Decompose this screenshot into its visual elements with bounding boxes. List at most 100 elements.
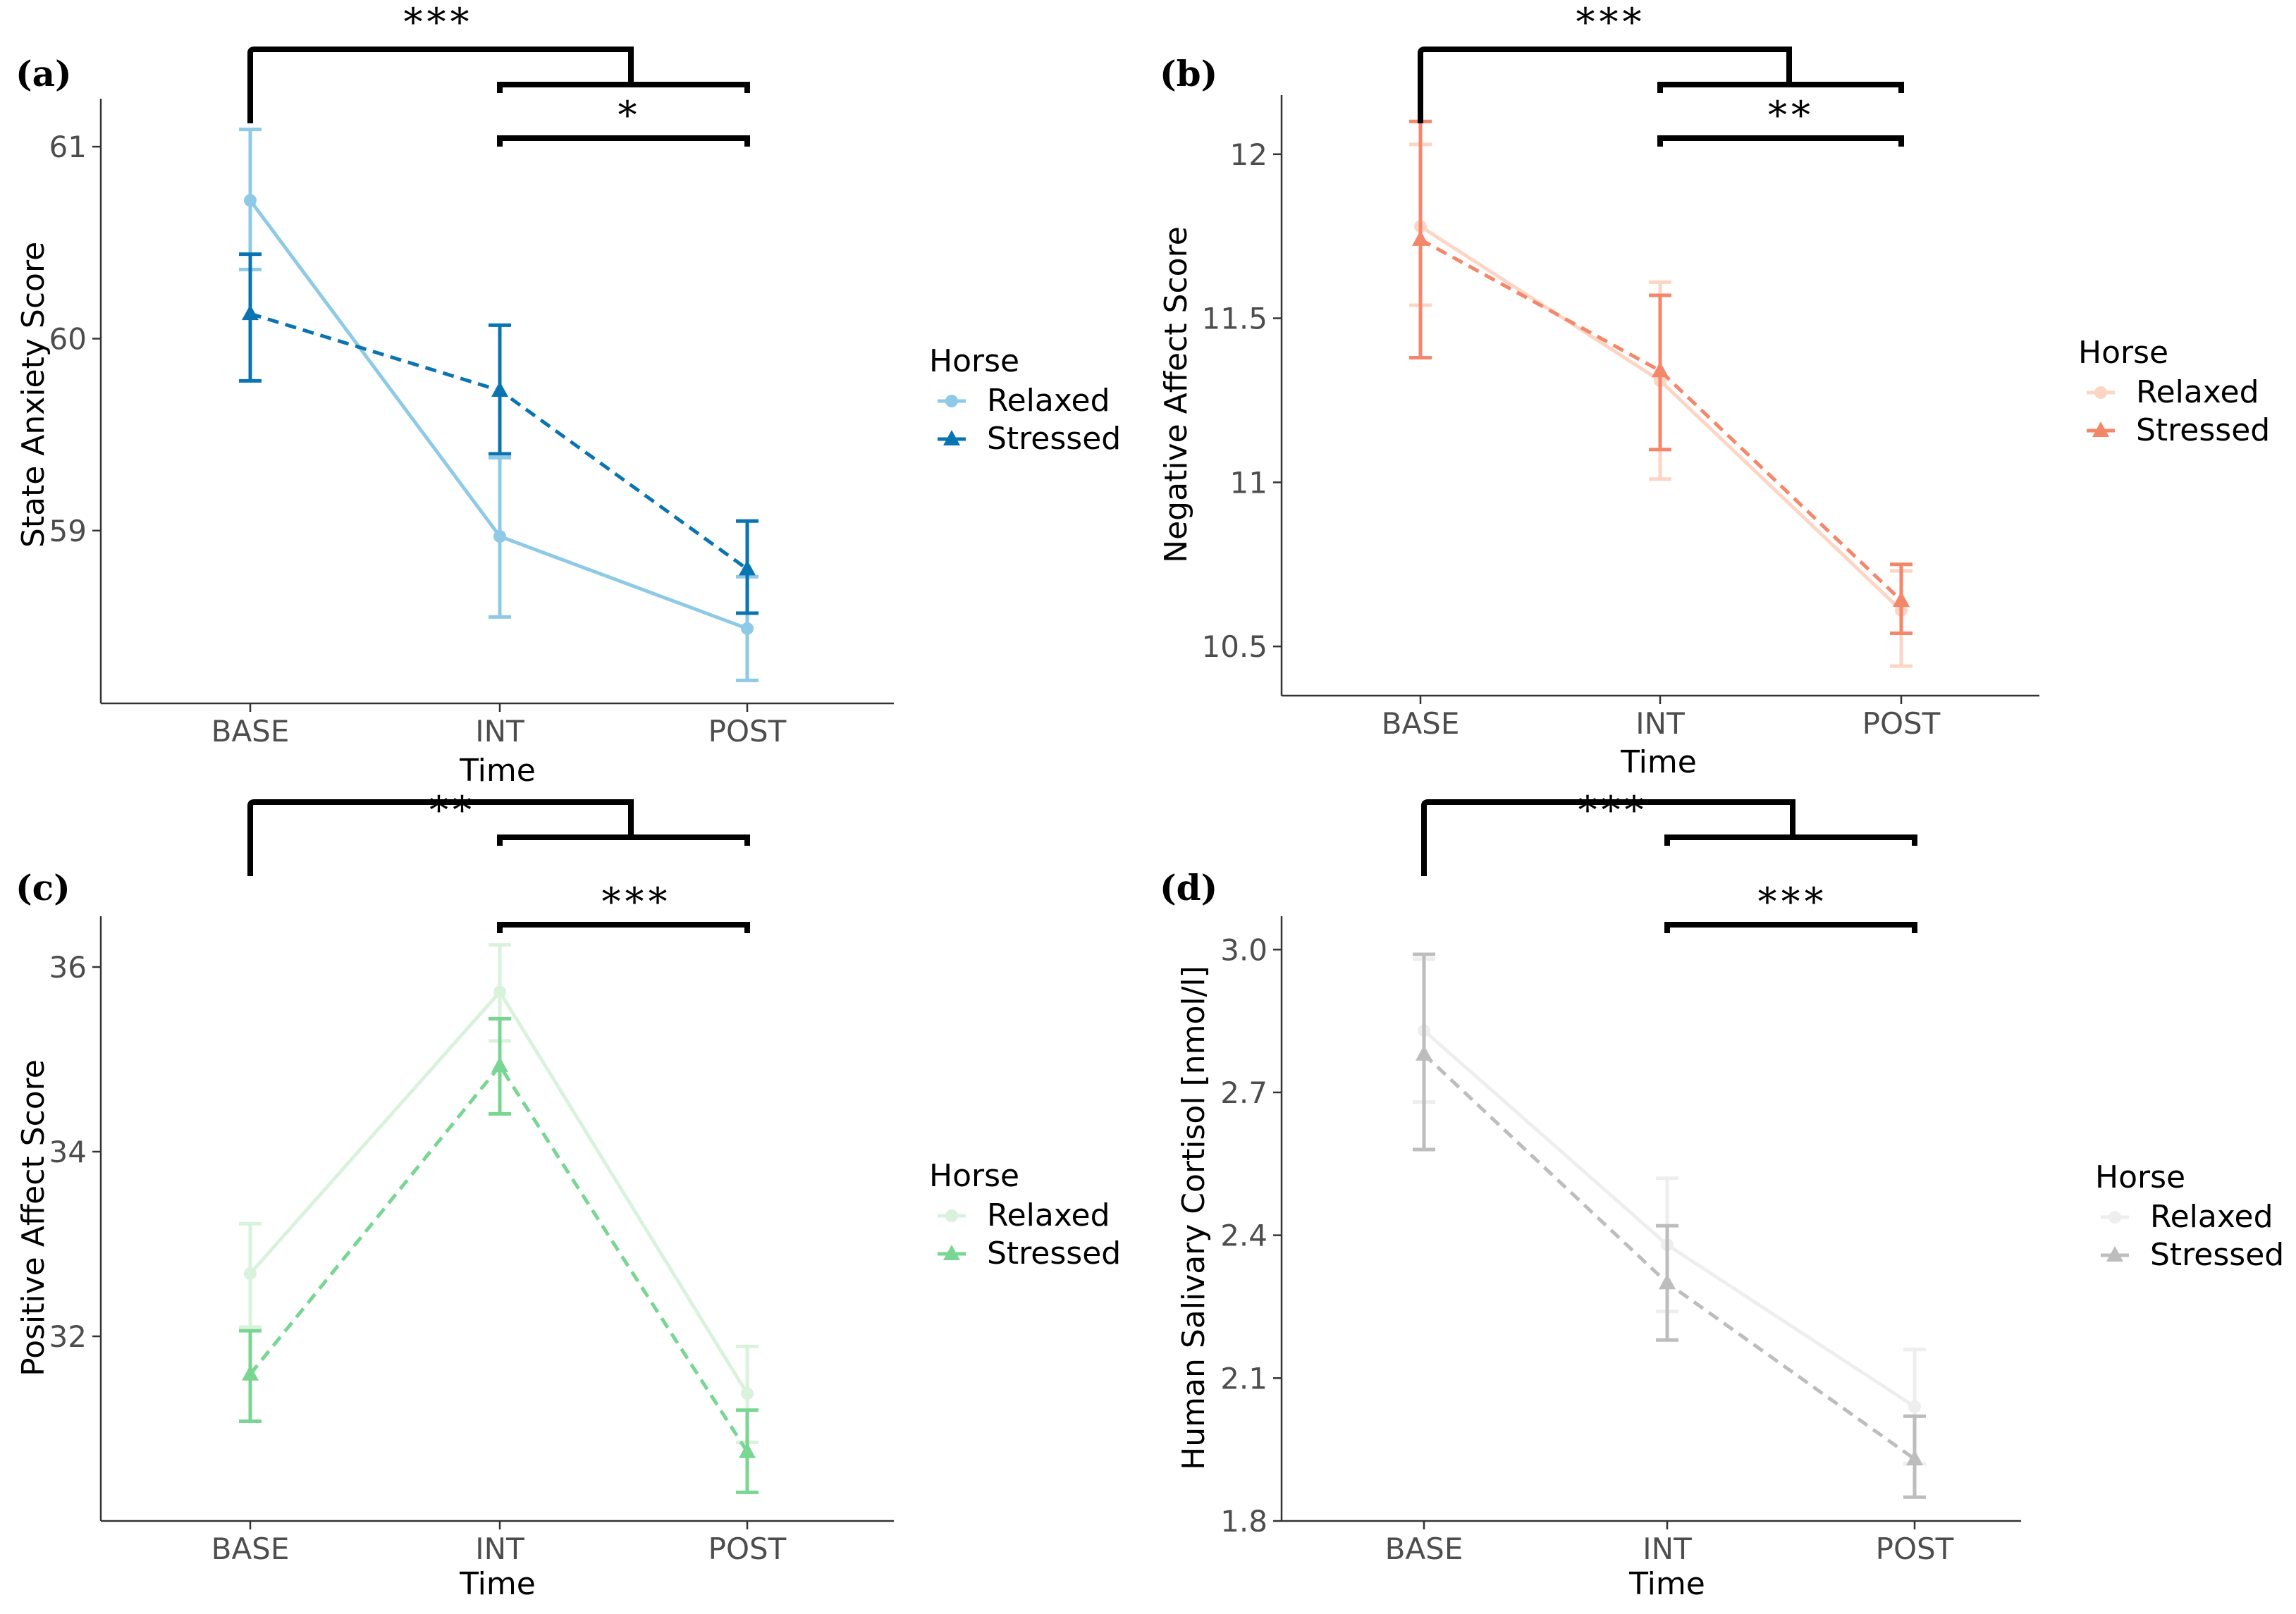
legend-key-circle: [2094, 386, 2107, 399]
series-stressed: [239, 252, 759, 615]
x-tick-label: POST: [708, 1532, 787, 1566]
data-point-circle: [741, 1387, 754, 1400]
legend-key-triangle: [2092, 421, 2109, 437]
x-tick-label: INT: [475, 1532, 524, 1566]
x-tick-label: POST: [1876, 1532, 1954, 1566]
panel-letter: (d): [1160, 867, 1217, 908]
series-relaxed: [239, 943, 759, 1445]
data-point-triangle: [1906, 1450, 1923, 1466]
significance-label: **: [429, 788, 476, 832]
x-axis-title: Time: [459, 1566, 536, 1602]
significance-bracket-outer-base: [497, 834, 750, 846]
chart-panel-2: (b) 10.5 11 11.5 12 BASE INT POST Time Negative A…: [1158, 0, 2270, 780]
legend-title: Horse: [929, 343, 1019, 379]
significance-label: **: [1768, 93, 1815, 137]
data-point-triangle: [739, 1442, 756, 1458]
x-tick-label: POST: [1862, 706, 1941, 741]
significance-bracket-outer: [247, 47, 634, 123]
data-point-triangle: [1893, 591, 1910, 607]
x-axis-title: Time: [459, 753, 536, 789]
data-point-circle: [244, 1267, 257, 1280]
significance-bracket-outer-base: [497, 82, 750, 93]
significance-bracket-outer: [247, 799, 634, 876]
y-axis-title: Negative Affect Score: [1158, 226, 1194, 563]
data-point-circle: [1908, 1400, 1921, 1413]
legend-label: Stressed: [987, 421, 1121, 457]
legend-label: Relaxed: [987, 1197, 1110, 1233]
panel-letter: (a): [16, 53, 72, 94]
x-tick-label: BASE: [211, 1532, 290, 1566]
data-point-triangle: [491, 381, 508, 398]
significance-brackets: *****: [1418, 0, 1904, 147]
y-tick-label: 10.5: [1201, 629, 1267, 664]
chart-panel-3: (c) 32 34 36 BASE INT POST Time Positive Affect …: [16, 788, 1121, 1602]
significance-brackets: *** ***: [1421, 788, 1917, 933]
data-point-circle: [493, 530, 506, 543]
y-tick-label: 11: [1230, 465, 1267, 500]
significance-label: ***: [1576, 0, 1646, 44]
y-tick-label: 36: [49, 950, 87, 985]
chart-panel-4: (d) 1.8 2.1 2.4 2.7 3.0 BASE INT POST Time Human S…: [1160, 788, 2284, 1602]
data-point-triangle: [242, 1364, 259, 1381]
series-relaxed: [239, 128, 759, 682]
significance-brackets: ****: [247, 0, 750, 147]
series-line: [1423, 1053, 1916, 1461]
data-point-triangle: [1412, 230, 1429, 246]
legend-title: Horse: [2095, 1159, 2185, 1195]
data-point-triangle: [739, 560, 756, 576]
significance-bracket-outer-base: [1664, 834, 1917, 846]
x-tick-label: BASE: [1385, 1532, 1463, 1566]
x-tick-label: INT: [1635, 706, 1685, 741]
series-stressed: [239, 1016, 759, 1494]
series-stressed: [1413, 952, 1926, 1499]
significance-bracket-outer: [1418, 47, 1792, 123]
data-point-triangle: [491, 1057, 508, 1073]
x-tick-label: INT: [475, 714, 524, 749]
legend-label: Stressed: [987, 1236, 1121, 1271]
significance-label: *: [618, 93, 641, 137]
significance-bracket-inner: [497, 922, 750, 933]
series-line: [1419, 238, 1903, 602]
y-tick-label: 2.7: [1220, 1076, 1267, 1110]
significance-label: ***: [1758, 880, 1828, 924]
legend-label: Stressed: [2150, 1237, 2284, 1273]
y-tick-label: 12: [1230, 137, 1267, 172]
x-axis-title: Time: [1620, 744, 1697, 780]
legend-key-triangle: [2106, 1246, 2123, 1262]
y-tick-label: 61: [49, 130, 87, 164]
data-point-triangle: [242, 304, 259, 321]
panel-letter: (b): [1160, 53, 1217, 94]
data-point-circle: [493, 985, 506, 999]
significance-bracket-outer: [1421, 799, 1795, 876]
y-axis-title: Human Salivary Cortisol [nmol/l]: [1176, 966, 1212, 1470]
legend-label: Relaxed: [2150, 1199, 2273, 1235]
x-tick-label: BASE: [211, 714, 290, 749]
legend-key-circle: [2108, 1211, 2121, 1224]
legend-key-circle: [945, 395, 958, 407]
series-line: [1423, 1029, 1916, 1408]
significance-brackets: *****: [247, 788, 750, 933]
y-tick-label: 2.1: [1220, 1361, 1267, 1396]
legend-title: Horse: [2078, 335, 2168, 371]
series-line: [249, 1062, 749, 1453]
significance-bracket-outer-base: [1657, 82, 1904, 93]
x-tick-label: BASE: [1382, 706, 1460, 741]
y-tick-label: 1.8: [1220, 1504, 1267, 1539]
data-point-triangle: [1416, 1045, 1432, 1061]
y-tick-label: 34: [49, 1135, 87, 1169]
significance-label: ***: [1578, 788, 1648, 832]
y-tick-label: 59: [49, 514, 87, 548]
legend-label: Relaxed: [2136, 374, 2259, 410]
y-tick-label: 60: [49, 321, 87, 356]
y-tick-label: 3.0: [1220, 932, 1267, 967]
y-tick-label: 11.5: [1201, 302, 1267, 336]
legend-key-circle: [945, 1209, 958, 1222]
significance-bracket-inner: [1657, 135, 1904, 147]
significance-label: ***: [404, 0, 474, 44]
data-point-triangle: [1652, 362, 1669, 378]
x-tick-label: INT: [1643, 1532, 1692, 1566]
legend-title: Horse: [929, 1158, 1019, 1194]
data-point-circle: [244, 194, 257, 207]
